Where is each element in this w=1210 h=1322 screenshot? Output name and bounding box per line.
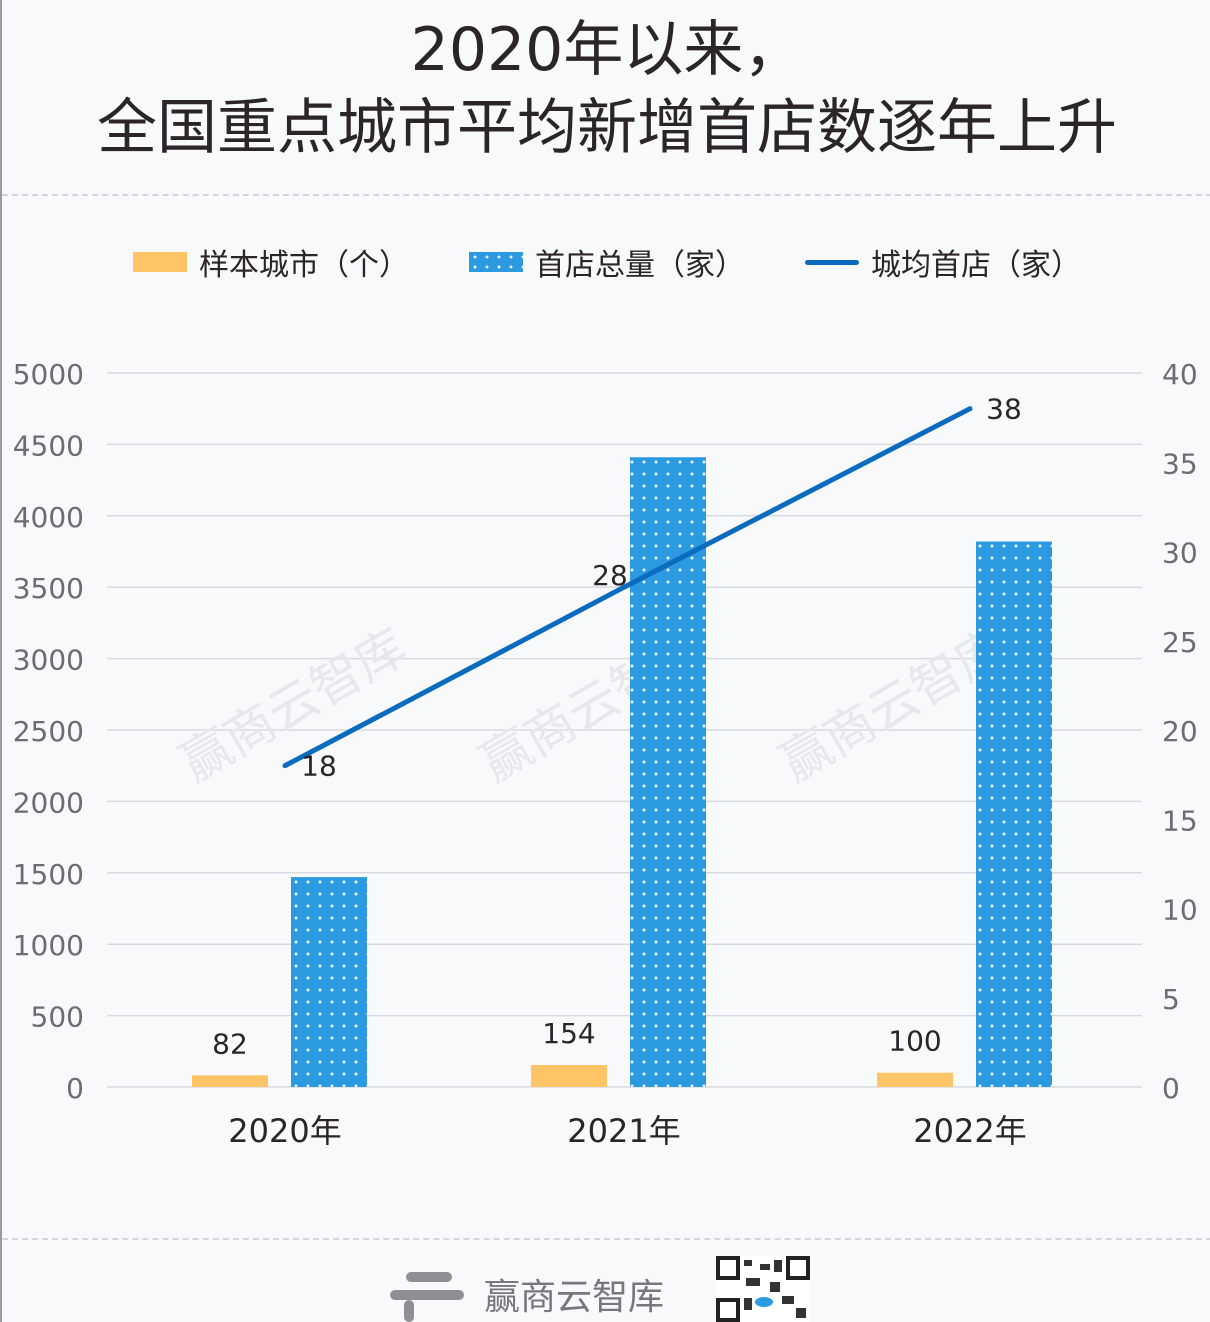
brand-name: 赢商云智库 — [484, 1277, 665, 1318]
data-label-avg: 28 — [592, 559, 628, 592]
x-axis-tick: 2020年 — [228, 1112, 341, 1150]
right-axis-tick: 10 — [1162, 894, 1198, 927]
line-point — [621, 584, 627, 590]
legend-swatch — [469, 252, 523, 272]
data-label-sample: 154 — [542, 1017, 595, 1050]
bar-sample-cities — [877, 1072, 953, 1087]
left-axis-tick: 5000 — [13, 358, 84, 391]
left-axis-tick: 0 — [66, 1072, 84, 1105]
qr-code-icon — [716, 1256, 810, 1322]
right-axis-tick: 0 — [1162, 1072, 1180, 1105]
legend: 样本城市（个） 首店总量（家） 城均首店（家） — [2, 240, 1210, 284]
right-axis-tick: 25 — [1162, 626, 1198, 659]
left-axis-tick: 1000 — [13, 929, 84, 962]
data-label-sample: 82 — [212, 1027, 248, 1060]
bar-sample-cities — [192, 1075, 268, 1087]
bar-first-stores-total — [291, 877, 367, 1087]
data-label-sample: 100 — [888, 1025, 941, 1058]
left-axis-tick: 3500 — [13, 572, 84, 605]
left-axis-tick: 2500 — [13, 715, 84, 748]
bar-sample-cities — [531, 1065, 607, 1087]
right-axis-tick: 35 — [1162, 447, 1198, 480]
legend-swatch — [133, 252, 187, 272]
data-label-avg: 18 — [301, 750, 337, 783]
left-axis-tick: 4000 — [13, 501, 84, 534]
left-axis-tick: 500 — [31, 1001, 84, 1034]
legend-item-sample: 样本城市（个） — [133, 240, 409, 284]
left-axis-tick: 2000 — [13, 786, 84, 819]
brand-logo-icon — [390, 1272, 464, 1322]
legend-label: 城均首店（家） — [871, 248, 1081, 283]
legend-label: 首店总量（家） — [535, 248, 745, 283]
left-axis-tick: 3000 — [13, 644, 84, 677]
right-axis-tick: 40 — [1162, 358, 1198, 391]
chart-title-line1: 2020年以来， — [410, 15, 804, 85]
watermark: 赢商云智库 — [171, 618, 417, 793]
right-axis-tick: 5 — [1162, 983, 1180, 1016]
legend-swatch — [805, 259, 859, 265]
divider — [2, 194, 1210, 196]
left-axis-tick: 1500 — [13, 858, 84, 891]
right-axis-tick: 15 — [1162, 804, 1198, 837]
legend-item-total: 首店总量（家） — [469, 240, 745, 284]
x-axis-tick: 2022年 — [913, 1112, 1026, 1150]
chart-title-line2: 全国重点城市平均新增首店数逐年上升 — [97, 93, 1117, 163]
legend-item-avg: 城均首店（家） — [805, 240, 1081, 284]
right-axis-tick: 20 — [1162, 715, 1198, 748]
divider — [2, 1238, 1210, 1240]
legend-label: 样本城市（个） — [199, 248, 409, 283]
data-label-avg: 38 — [986, 393, 1022, 426]
x-axis-tick: 2021年 — [567, 1112, 680, 1150]
bar-first-stores-total — [976, 541, 1052, 1087]
line-point — [282, 763, 288, 769]
right-axis-tick: 30 — [1162, 537, 1198, 570]
line-point — [967, 406, 973, 412]
chart: 赢商云智库 赢商云智库 赢商云智库 050010001500200025003000… — [13, 358, 1198, 1150]
left-axis-tick: 4500 — [13, 429, 84, 462]
